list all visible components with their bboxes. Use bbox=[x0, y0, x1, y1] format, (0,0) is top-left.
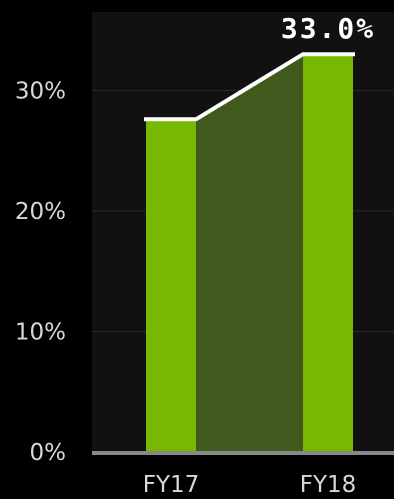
data-labels: 33.0% bbox=[281, 12, 375, 45]
bar-fy18 bbox=[303, 54, 353, 453]
bar-fy17 bbox=[146, 119, 196, 453]
x-category-label: FY17 bbox=[143, 472, 200, 498]
y-tick-label: 0% bbox=[30, 440, 67, 466]
y-axis-ticks: 0% 10% 20% 30% bbox=[15, 78, 66, 466]
y-tick-label: 10% bbox=[15, 319, 66, 345]
connector-line bbox=[144, 52, 355, 122]
connector-area bbox=[196, 54, 303, 453]
bars bbox=[146, 54, 353, 453]
x-axis-categories: FY17 FY18 bbox=[143, 472, 357, 498]
x-category-label: FY18 bbox=[300, 472, 357, 498]
data-label: 33.0% bbox=[281, 12, 375, 45]
y-tick-label: 30% bbox=[15, 78, 66, 104]
y-tick-label: 20% bbox=[15, 199, 66, 225]
